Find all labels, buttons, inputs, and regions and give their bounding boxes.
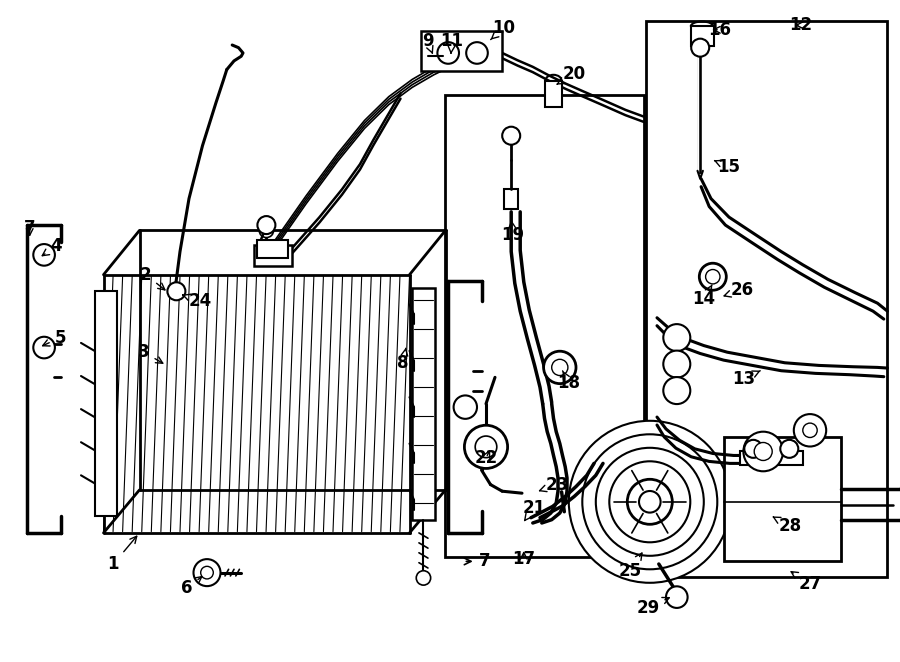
Circle shape xyxy=(794,414,826,446)
Circle shape xyxy=(663,351,690,377)
Text: 7: 7 xyxy=(24,219,35,238)
Text: 1: 1 xyxy=(108,536,137,573)
Circle shape xyxy=(167,282,185,301)
Circle shape xyxy=(417,571,431,585)
Text: 13: 13 xyxy=(732,369,760,388)
Text: 17: 17 xyxy=(512,550,535,569)
Text: 25: 25 xyxy=(618,553,642,580)
Circle shape xyxy=(754,442,772,461)
Circle shape xyxy=(466,42,488,64)
Text: 26: 26 xyxy=(724,281,754,299)
Circle shape xyxy=(552,359,568,375)
Text: 28: 28 xyxy=(773,517,802,536)
Text: 6: 6 xyxy=(182,577,202,597)
Circle shape xyxy=(502,126,520,145)
Text: 2: 2 xyxy=(140,265,165,290)
Circle shape xyxy=(454,395,477,419)
Text: 9: 9 xyxy=(422,32,433,53)
Text: 24: 24 xyxy=(183,292,212,310)
Text: 22: 22 xyxy=(474,449,498,467)
Text: 3: 3 xyxy=(139,343,163,363)
Text: 11: 11 xyxy=(440,32,464,53)
Circle shape xyxy=(780,440,798,458)
Circle shape xyxy=(699,263,726,290)
Text: 20: 20 xyxy=(557,65,586,84)
Bar xyxy=(94,291,117,516)
Bar xyxy=(646,21,887,577)
Bar xyxy=(691,26,714,46)
Bar xyxy=(254,245,292,266)
Bar xyxy=(545,81,562,107)
Text: 8: 8 xyxy=(398,348,409,372)
Circle shape xyxy=(437,42,459,64)
Text: 4: 4 xyxy=(42,237,61,256)
Text: 29: 29 xyxy=(636,598,670,617)
Bar xyxy=(421,31,502,71)
Text: 12: 12 xyxy=(789,16,813,34)
Circle shape xyxy=(627,479,672,524)
Bar xyxy=(504,189,518,209)
Circle shape xyxy=(663,324,690,351)
Circle shape xyxy=(33,244,55,265)
Circle shape xyxy=(743,432,783,471)
Circle shape xyxy=(201,566,213,579)
Text: 27: 27 xyxy=(791,572,822,593)
Text: 21: 21 xyxy=(522,499,545,520)
Circle shape xyxy=(596,448,704,556)
Text: 19: 19 xyxy=(501,220,525,244)
Circle shape xyxy=(663,377,690,404)
Text: 10: 10 xyxy=(491,19,516,40)
Circle shape xyxy=(744,440,762,458)
Text: 16: 16 xyxy=(708,21,732,39)
Circle shape xyxy=(464,425,508,469)
Circle shape xyxy=(706,269,720,284)
Bar xyxy=(740,451,767,465)
Bar xyxy=(445,95,644,557)
Bar xyxy=(412,288,435,520)
Circle shape xyxy=(666,587,688,608)
Circle shape xyxy=(609,461,690,542)
Bar xyxy=(724,437,841,561)
Bar xyxy=(256,240,288,258)
Text: 5: 5 xyxy=(42,328,66,347)
Text: 18: 18 xyxy=(557,371,580,392)
Circle shape xyxy=(194,559,220,586)
Circle shape xyxy=(803,423,817,438)
Circle shape xyxy=(582,434,717,569)
Circle shape xyxy=(475,436,497,457)
Bar xyxy=(776,451,803,465)
Text: 23: 23 xyxy=(539,475,569,494)
Circle shape xyxy=(691,38,709,57)
Circle shape xyxy=(544,352,576,383)
Text: 14: 14 xyxy=(692,285,716,308)
Text: 15: 15 xyxy=(715,158,741,176)
Circle shape xyxy=(257,216,275,234)
Circle shape xyxy=(569,421,731,583)
Text: 7: 7 xyxy=(464,552,490,571)
Circle shape xyxy=(259,223,274,238)
Circle shape xyxy=(33,337,55,358)
Circle shape xyxy=(639,491,661,512)
